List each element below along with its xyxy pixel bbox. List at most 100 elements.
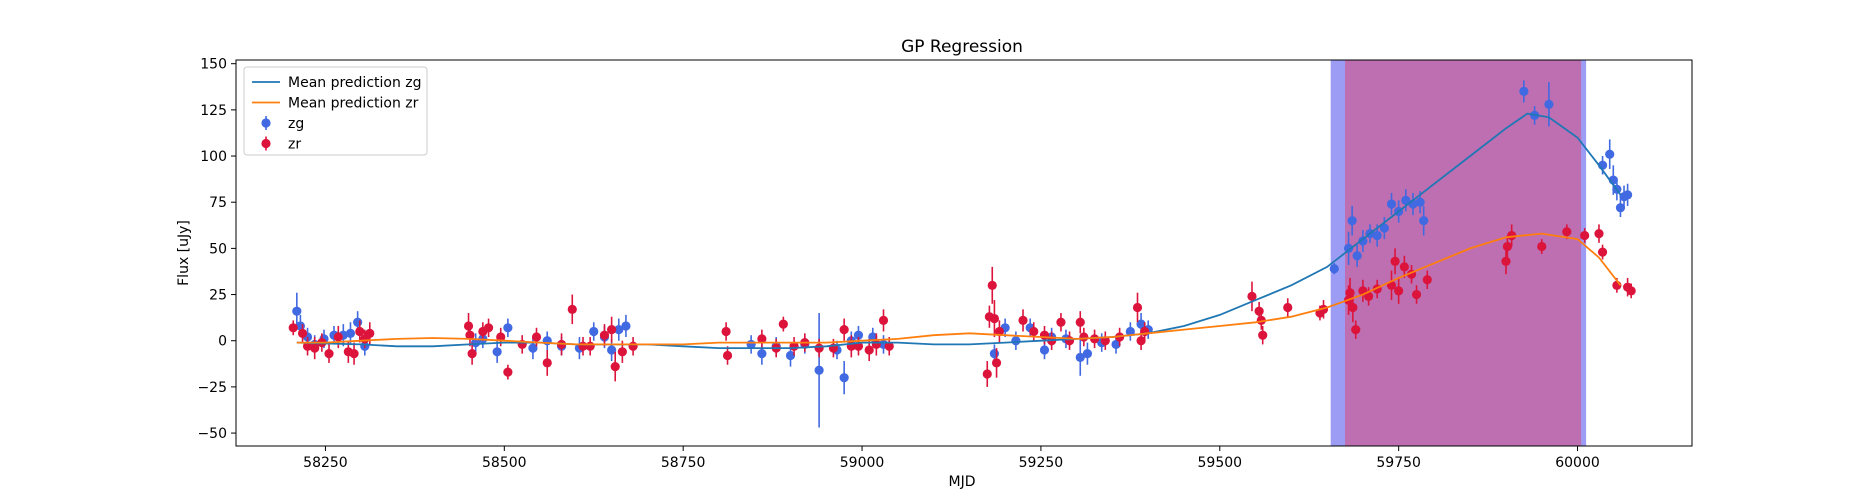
- data-point: [365, 328, 375, 338]
- data-point: [1419, 216, 1429, 226]
- data-point: [814, 365, 824, 375]
- data-point: [1501, 256, 1511, 266]
- data-point: [1580, 230, 1590, 241]
- data-point: [1079, 332, 1089, 342]
- data-point: [1544, 99, 1554, 109]
- data-point: [1401, 195, 1411, 205]
- data-point: [1029, 326, 1039, 337]
- data-point: [465, 330, 475, 340]
- data-point: [1411, 289, 1422, 300]
- data-point: [987, 280, 997, 290]
- data-point: [302, 341, 313, 351]
- y-tick-label: 125: [200, 103, 227, 119]
- data-point: [1247, 291, 1257, 302]
- data-point: [1039, 345, 1050, 355]
- x-axis-label: MJD: [949, 474, 976, 490]
- legend: Mean prediction zg Mean prediction zr zg zr: [243, 66, 428, 156]
- data-point: [345, 328, 356, 338]
- data-point: [1594, 229, 1604, 239]
- data-point: [1329, 264, 1339, 274]
- y-tick-label: 25: [209, 288, 227, 304]
- legend-box: [243, 66, 428, 156]
- data-point: [1348, 302, 1358, 313]
- data-point: [1125, 326, 1135, 337]
- data-point: [1502, 241, 1513, 252]
- x-tick-label: 59500: [1198, 455, 1243, 471]
- data-point: [994, 326, 1005, 337]
- x-tick-label: 58750: [661, 455, 706, 471]
- y-tick-label: −50: [197, 426, 227, 442]
- data-point: [324, 349, 334, 359]
- data-point: [1386, 199, 1397, 209]
- data-point: [1623, 190, 1633, 200]
- data-point: [1615, 203, 1626, 213]
- data-point: [542, 358, 552, 368]
- data-point: [1100, 336, 1110, 346]
- data-point: [1422, 275, 1432, 285]
- data-point: [310, 343, 320, 353]
- data-point: [757, 334, 767, 344]
- y-tick-label: 75: [209, 195, 227, 211]
- data-point: [496, 332, 506, 342]
- data-point: [1136, 319, 1146, 329]
- data-point: [982, 369, 992, 379]
- data-point: [353, 317, 363, 327]
- data-point: [1399, 262, 1409, 272]
- data-point: [355, 326, 365, 337]
- data-point: [839, 325, 849, 335]
- data-point: [1519, 86, 1529, 96]
- data-point: [1347, 216, 1357, 226]
- axes-frame: [235, 59, 1693, 447]
- data-point: [1082, 349, 1093, 359]
- data-point: [567, 304, 577, 314]
- data-point: [991, 358, 1002, 368]
- plot-area: [288, 60, 1636, 446]
- data-point: [722, 350, 733, 361]
- x-tick-label: 59250: [1019, 455, 1064, 471]
- data-point: [1415, 197, 1425, 207]
- y-tick-label: 50: [209, 241, 227, 257]
- line-mean-prediction-zg: [296, 112, 1622, 350]
- data-point: [1075, 352, 1085, 362]
- data-point: [839, 373, 849, 383]
- data-point: [1597, 247, 1608, 257]
- data-point: [589, 326, 599, 337]
- data-point: [853, 330, 864, 340]
- data-point: [1351, 325, 1361, 335]
- data-point: [1364, 291, 1374, 302]
- legend-label: zg: [288, 116, 304, 132]
- data-point: [1258, 330, 1268, 340]
- data-point: [1352, 251, 1362, 261]
- data-point: [871, 339, 881, 350]
- data-point: [463, 321, 474, 331]
- data-point: [292, 306, 302, 316]
- chart-title: GP Regression: [901, 37, 1023, 57]
- data-point: [483, 323, 494, 333]
- data-point: [492, 347, 502, 357]
- data-point: [467, 349, 477, 359]
- shaded-region-2: [1344, 60, 1582, 446]
- data-point: [1394, 286, 1404, 296]
- data-point: [333, 332, 343, 342]
- y-tick-label: 0: [218, 334, 227, 350]
- data-point: [614, 325, 624, 335]
- data-point: [884, 341, 894, 351]
- data-point: [621, 321, 631, 331]
- data-point: [1605, 149, 1615, 159]
- data-point: [1562, 227, 1572, 237]
- line-mean-prediction-zr: [296, 232, 1622, 346]
- data-point: [814, 343, 824, 353]
- data-point: [1343, 243, 1354, 253]
- data-point: [528, 343, 538, 353]
- data-point: [607, 325, 617, 335]
- axis-ticks: 58250 58500 58750 59000 59250 59500 59750 60000…: [197, 57, 1599, 471]
- data-point: [585, 341, 595, 351]
- legend-swatch: [261, 138, 271, 149]
- data-point: [1358, 236, 1368, 246]
- data-point: [1132, 302, 1143, 313]
- data-point: [1011, 336, 1021, 346]
- data-point: [1283, 302, 1293, 313]
- data-point: [628, 341, 638, 351]
- x-tick-label: 59750: [1376, 455, 1421, 471]
